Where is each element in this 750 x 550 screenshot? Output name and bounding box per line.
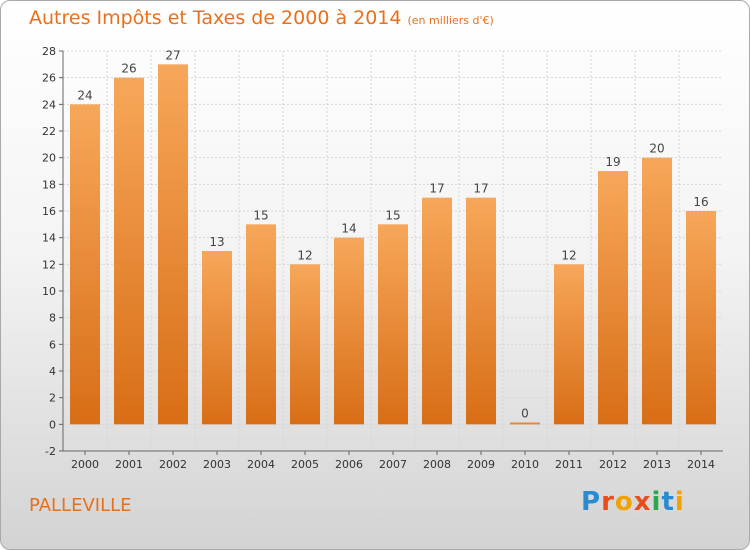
- logo-letter: t: [661, 487, 675, 517]
- bar-value-label: 12: [561, 248, 576, 262]
- x-tick-label: 2005: [291, 458, 319, 471]
- bar-value-label: 14: [341, 222, 356, 236]
- proxiti-logo: Proxiti: [581, 487, 685, 517]
- bar-value-label: 20: [649, 142, 664, 156]
- bar-value-label: 17: [429, 182, 444, 196]
- bar-value-label: 13: [209, 235, 224, 249]
- y-tick-label: -2: [45, 445, 56, 458]
- logo-letter: o: [614, 487, 634, 517]
- x-tick-label: 2003: [203, 458, 231, 471]
- bar: [158, 64, 188, 425]
- logo-letter: x: [633, 487, 652, 517]
- bar-value-label: 15: [385, 208, 400, 222]
- bar: [246, 224, 276, 425]
- x-tick-label: 2002: [159, 458, 187, 471]
- x-tick-label: 2008: [423, 458, 451, 471]
- bar-value-label: 27: [165, 48, 180, 62]
- logo-letter: r: [601, 487, 615, 517]
- logo-letter: P: [581, 487, 602, 517]
- y-tick-label: 20: [42, 152, 56, 165]
- x-tick-label: 2004: [247, 458, 275, 471]
- chart-title: Autres Impôts et Taxes de 2000 à 2014: [29, 7, 402, 29]
- x-tick-label: 2006: [335, 458, 363, 471]
- logo-letter: i: [651, 487, 662, 517]
- x-tick-label: 2011: [555, 458, 583, 471]
- bar-value-label: 19: [605, 155, 620, 169]
- bar: [114, 77, 144, 425]
- bar: [334, 237, 364, 425]
- bar: [70, 104, 100, 425]
- y-tick-label: 26: [42, 72, 56, 85]
- y-tick-label: 2: [49, 392, 56, 405]
- x-tick-label: 2001: [115, 458, 143, 471]
- chart-title-block: Autres Impôts et Taxes de 2000 à 2014 (en…: [29, 7, 494, 29]
- chart-subtitle: (en milliers d'€): [407, 14, 494, 27]
- bar-value-label: 15: [253, 208, 268, 222]
- bar-value-label: 26: [121, 62, 136, 76]
- bar: [686, 211, 716, 425]
- y-tick-label: 24: [42, 98, 56, 111]
- y-tick-label: 8: [49, 312, 56, 325]
- bar: [422, 197, 452, 425]
- bar-value-label: 17: [473, 182, 488, 196]
- logo-letter: i: [674, 487, 685, 517]
- y-tick-label: 22: [42, 125, 56, 138]
- bar: [290, 264, 320, 425]
- y-tick-label: 0: [49, 418, 56, 431]
- y-tick-label: 16: [42, 205, 56, 218]
- bar-value-label: 24: [77, 88, 92, 102]
- bar: [466, 197, 496, 425]
- bar: [378, 224, 408, 425]
- bar: [202, 251, 232, 425]
- x-tick-label: 2007: [379, 458, 407, 471]
- x-tick-label: 2014: [687, 458, 715, 471]
- bar: [554, 264, 584, 425]
- y-tick-label: 12: [42, 258, 56, 271]
- bar: [642, 157, 672, 425]
- x-tick-label: 2009: [467, 458, 495, 471]
- y-tick-label: 14: [42, 232, 56, 245]
- y-tick-label: 18: [42, 178, 56, 191]
- x-tick-label: 2012: [599, 458, 627, 471]
- y-tick-label: 10: [42, 285, 56, 298]
- x-tick-label: 2013: [643, 458, 671, 471]
- y-tick-label: 6: [49, 338, 56, 351]
- bar-value-label: 0: [521, 406, 529, 420]
- bar-value-label: 12: [297, 248, 312, 262]
- x-tick-label: 2010: [511, 458, 539, 471]
- y-tick-label: 4: [49, 365, 56, 378]
- bar: [598, 171, 628, 425]
- x-tick-label: 2000: [71, 458, 99, 471]
- bar: [510, 422, 540, 425]
- bar-value-label: 16: [693, 195, 708, 209]
- y-tick-label: 28: [42, 45, 56, 58]
- commune-name: PALLEVILLE: [29, 495, 132, 516]
